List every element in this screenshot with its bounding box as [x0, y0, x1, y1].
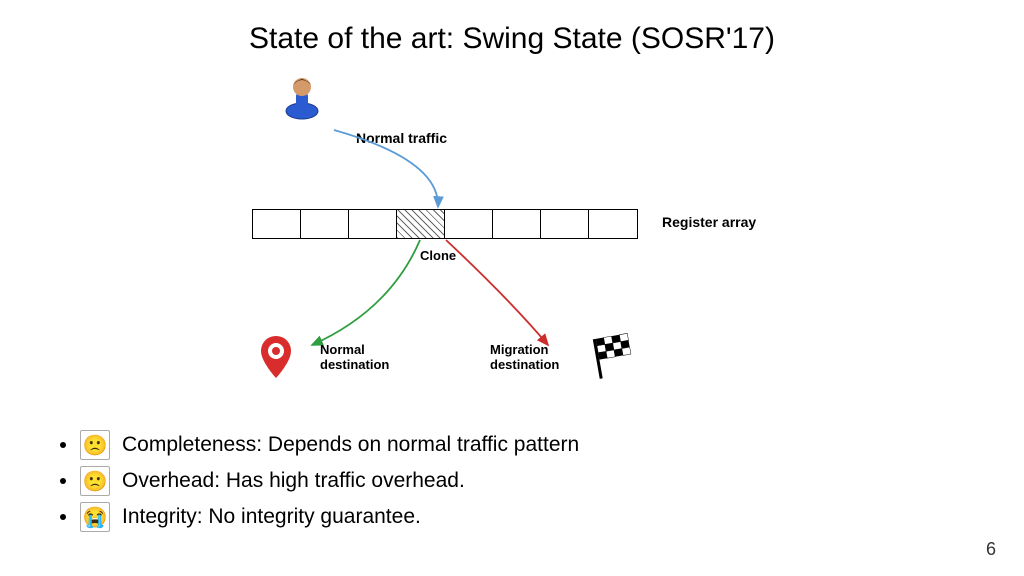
bullet-dot — [60, 478, 66, 484]
bullet-text: Overhead: Has high traffic overhead. — [122, 469, 465, 493]
bullet-item: 😭 Integrity: No integrity guarantee. — [60, 502, 579, 532]
emoji-icon: 🙁 — [80, 466, 110, 496]
migration-destination-label: Migration destination — [490, 342, 559, 372]
bullet-item: 🙁 Overhead: Has high traffic overhead. — [60, 466, 579, 496]
bullet-item: 🙁 Completeness: Depends on normal traffic… — [60, 430, 579, 460]
emoji-icon: 😭 — [80, 502, 110, 532]
normal-dest-line2: destination — [320, 357, 389, 372]
page-number: 6 — [986, 539, 996, 560]
bullet-dot — [60, 442, 66, 448]
bullet-list: 🙁 Completeness: Depends on normal traffic… — [60, 430, 579, 538]
normal-destination-label: Normal destination — [320, 342, 389, 372]
checkered-flag-icon — [590, 332, 638, 380]
bullet-dot — [60, 514, 66, 520]
migration-dest-line2: destination — [490, 357, 559, 372]
emoji-icon: 🙁 — [80, 430, 110, 460]
location-pin-icon — [258, 334, 294, 382]
migration-dest-line1: Migration — [490, 342, 549, 357]
normal-dest-line1: Normal — [320, 342, 365, 357]
bullet-text: Completeness: Depends on normal traffic … — [122, 433, 579, 457]
bullet-text: Integrity: No integrity guarantee. — [122, 505, 421, 529]
